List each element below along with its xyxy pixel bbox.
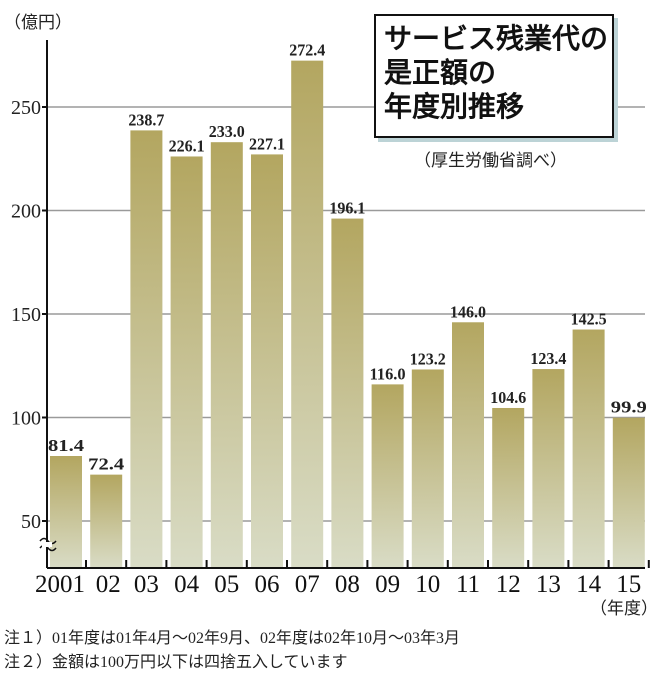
x-tick-label: 05 — [214, 571, 239, 598]
x-tick-label: 11 — [456, 571, 480, 598]
x-tick-label: 02 — [96, 571, 121, 598]
y-tick-label: 100 — [11, 408, 41, 430]
x-tick-label: 12 — [496, 571, 521, 598]
note-2: 注２）金額は100万円以下は四捨五入しています — [4, 654, 348, 671]
x-tick-label: 06 — [255, 571, 280, 598]
bar — [50, 456, 82, 568]
y-tick-label: 200 — [11, 201, 41, 223]
x-tick-label: 10 — [415, 571, 440, 598]
bar — [251, 154, 283, 568]
x-axis-unit: （年度） — [590, 599, 650, 618]
bar — [170, 156, 203, 568]
x-tick-label: 04 — [174, 571, 200, 598]
bar-value-label: 123.4 — [530, 349, 566, 368]
bar-value-label: 233.0 — [209, 122, 245, 141]
y-tick-label: 150 — [11, 304, 41, 326]
chart-title-line-2: 是正額の — [384, 56, 497, 89]
x-tick-label: 07 — [295, 571, 320, 598]
chart-title-line-3: 年度別推移 — [384, 90, 525, 123]
bar — [90, 474, 123, 568]
bar-value-label: 116.0 — [370, 364, 406, 383]
bar — [452, 322, 484, 568]
bar-value-label: 123.2 — [410, 349, 446, 368]
y-tick-label: 50 — [21, 511, 41, 533]
bar-value-label: 227.1 — [249, 134, 285, 153]
bar — [411, 369, 444, 568]
bar — [492, 407, 525, 568]
x-tick-label: 03 — [134, 571, 159, 598]
bar — [331, 218, 364, 568]
bar-value-label: 104.6 — [490, 388, 526, 407]
y-axis-unit: （億円） — [4, 13, 72, 33]
bar-value-label: 81.4 — [48, 436, 85, 455]
bar — [532, 369, 565, 568]
chart-title-line-1: サービス残業代の — [384, 22, 609, 55]
bar — [572, 329, 605, 568]
x-tick-label: 2001 — [35, 571, 85, 598]
bar-value-label: 146.0 — [450, 302, 486, 321]
x-tick-label: 08 — [335, 571, 360, 598]
bar-value-label: 72.4 — [88, 455, 125, 474]
bar — [371, 384, 404, 568]
bar-value-label: 99.9 — [611, 398, 647, 417]
chart-title-box: サービス残業代の 是正額の 年度別推移 — [374, 14, 614, 138]
x-tick-label: 13 — [536, 571, 561, 598]
bar-value-label: 196.1 — [329, 199, 365, 218]
x-tick-label: 09 — [375, 571, 400, 598]
x-tick-label: 14 — [576, 571, 602, 598]
x-tick-label: 15 — [616, 571, 641, 598]
bar — [210, 142, 243, 568]
bar-value-label: 226.1 — [169, 136, 205, 155]
bar — [130, 130, 163, 569]
bar — [291, 60, 324, 569]
bar-value-label: 142.5 — [571, 310, 607, 329]
bar-value-label: 238.7 — [128, 110, 164, 129]
axis-break-gap — [42, 542, 52, 547]
bar-value-label: 272.4 — [289, 41, 325, 60]
y-tick-label: 250 — [11, 97, 41, 119]
chart-source: （厚生労働省調べ） — [414, 151, 567, 171]
bar — [612, 417, 645, 568]
note-1: 注１）01年度は01年4月～02年9月、02年度は02年10月～03年3月 — [4, 630, 461, 647]
